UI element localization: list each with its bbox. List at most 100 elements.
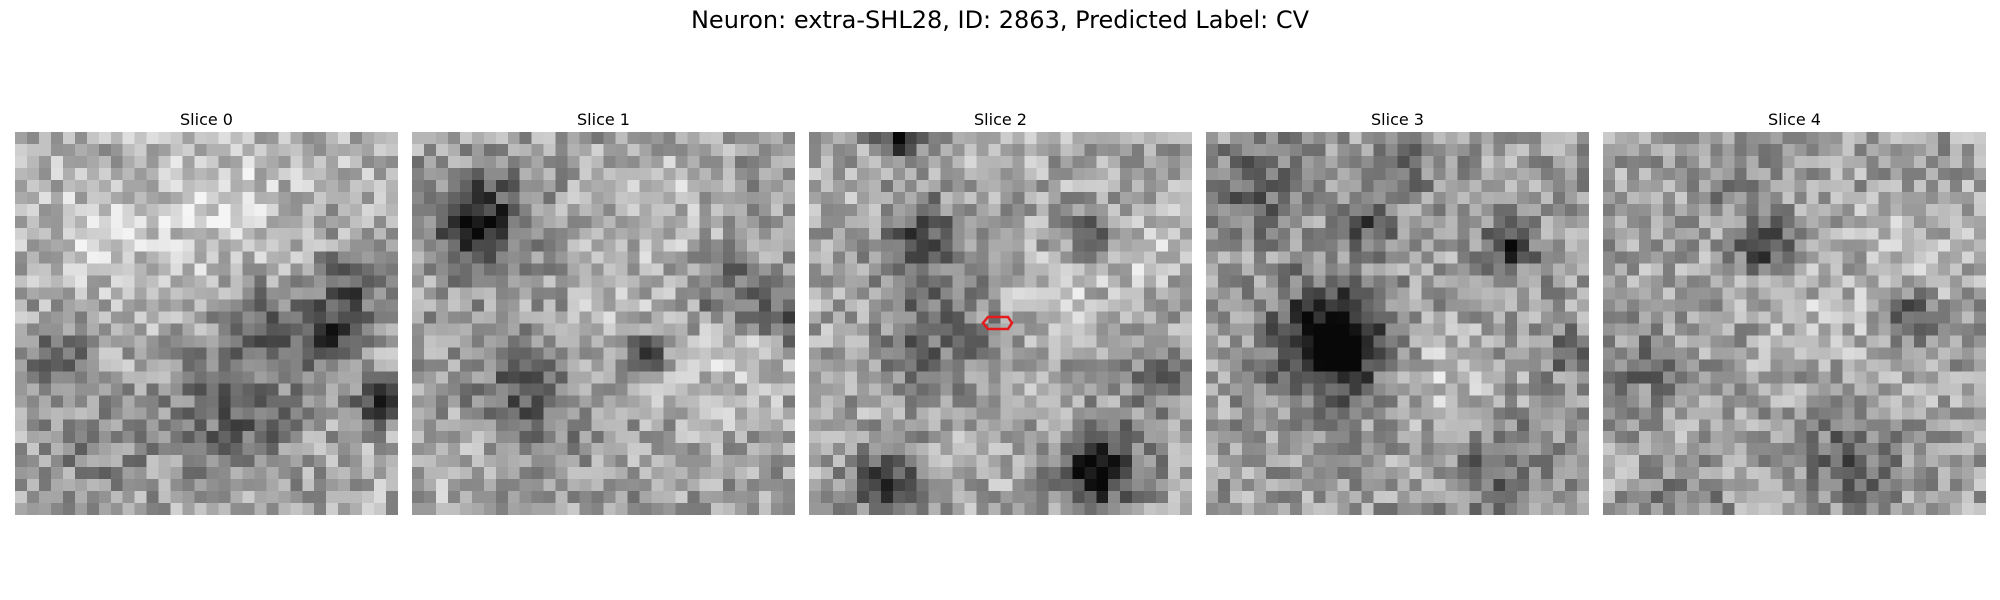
pixel <box>230 287 243 300</box>
pixel <box>1469 191 1482 205</box>
pixel <box>254 179 267 193</box>
pixel <box>459 467 473 480</box>
pixel <box>1048 143 1061 157</box>
pixel <box>182 383 195 396</box>
pixel <box>1241 143 1255 157</box>
pixel <box>531 407 544 420</box>
pixel <box>627 179 640 193</box>
pixel <box>1698 383 1711 396</box>
pixel <box>230 167 243 181</box>
pixel <box>1469 503 1482 515</box>
pixel <box>194 359 207 372</box>
pixel <box>1493 443 1506 456</box>
pixel <box>1144 287 1157 300</box>
pixel <box>711 371 724 384</box>
pixel <box>1156 407 1169 420</box>
pixel <box>711 215 724 228</box>
pixel <box>1337 431 1350 444</box>
pixel <box>26 155 40 169</box>
pixel <box>639 132 652 145</box>
pixel <box>1794 287 1807 300</box>
pixel <box>302 323 315 336</box>
pixel <box>699 443 712 456</box>
pixel <box>1614 227 1628 240</box>
pixel <box>230 299 243 312</box>
pixel <box>844 167 858 181</box>
pixel <box>1938 239 1951 252</box>
pixel <box>531 467 544 480</box>
pixel <box>15 323 28 336</box>
pixel <box>687 395 700 408</box>
pixel <box>1084 191 1097 205</box>
pixel <box>98 203 111 217</box>
pixel <box>1180 455 1192 468</box>
pixel <box>759 383 772 396</box>
pixel <box>1241 155 1255 169</box>
pixel <box>1373 179 1386 193</box>
pixel <box>1206 407 1219 420</box>
pixel <box>1662 359 1676 372</box>
pixel <box>1830 407 1843 420</box>
pixel <box>386 263 398 276</box>
pixel <box>290 335 303 348</box>
pixel <box>74 419 88 432</box>
pixel <box>386 455 398 468</box>
pixel <box>218 179 231 193</box>
pixel <box>567 179 580 193</box>
pixel <box>1674 167 1688 181</box>
pixel <box>1505 359 1518 372</box>
pixel <box>1156 311 1169 324</box>
pixel <box>374 443 387 456</box>
pixel <box>1084 371 1097 384</box>
pixel <box>1770 167 1783 181</box>
pixel <box>579 299 592 312</box>
pixel <box>447 491 461 504</box>
pixel <box>1012 443 1025 456</box>
pixel <box>266 179 279 193</box>
pixel <box>567 407 580 420</box>
pixel <box>302 132 315 145</box>
pixel <box>844 359 858 372</box>
pixel <box>110 383 123 396</box>
pixel <box>134 419 147 432</box>
pixel <box>1036 179 1049 193</box>
pixel <box>1060 371 1073 384</box>
pixel <box>290 179 303 193</box>
pixel <box>62 251 76 264</box>
pixel <box>412 167 425 181</box>
pixel <box>122 431 135 444</box>
pixel <box>651 143 664 157</box>
pixel <box>1241 275 1255 288</box>
pixel <box>1914 347 1927 360</box>
pixel <box>1758 155 1771 169</box>
pixel <box>1517 431 1530 444</box>
pixel <box>1000 491 1013 504</box>
pixel <box>1698 395 1711 408</box>
pixel <box>386 359 398 372</box>
pixel <box>483 215 497 228</box>
pixel <box>1770 143 1783 157</box>
pixel <box>158 335 171 348</box>
pixel <box>1481 455 1494 468</box>
pixel <box>1890 275 1903 288</box>
pixel <box>1878 132 1891 145</box>
pixel <box>74 263 88 276</box>
pixel <box>1084 503 1097 515</box>
pixel <box>651 287 664 300</box>
pixel <box>1433 167 1446 181</box>
pixel <box>50 251 64 264</box>
pixel <box>783 155 795 169</box>
pixel <box>735 155 748 169</box>
pixel <box>1577 143 1589 157</box>
pixel <box>1830 215 1843 228</box>
pixel <box>1180 443 1192 456</box>
pixel <box>1746 155 1759 169</box>
pixel <box>1457 132 1470 145</box>
pixel <box>723 299 736 312</box>
pixel <box>447 167 461 181</box>
pixel <box>783 132 795 145</box>
pixel <box>1902 299 1915 312</box>
pixel <box>206 263 219 276</box>
pixel <box>26 275 40 288</box>
pixel <box>1481 347 1494 360</box>
